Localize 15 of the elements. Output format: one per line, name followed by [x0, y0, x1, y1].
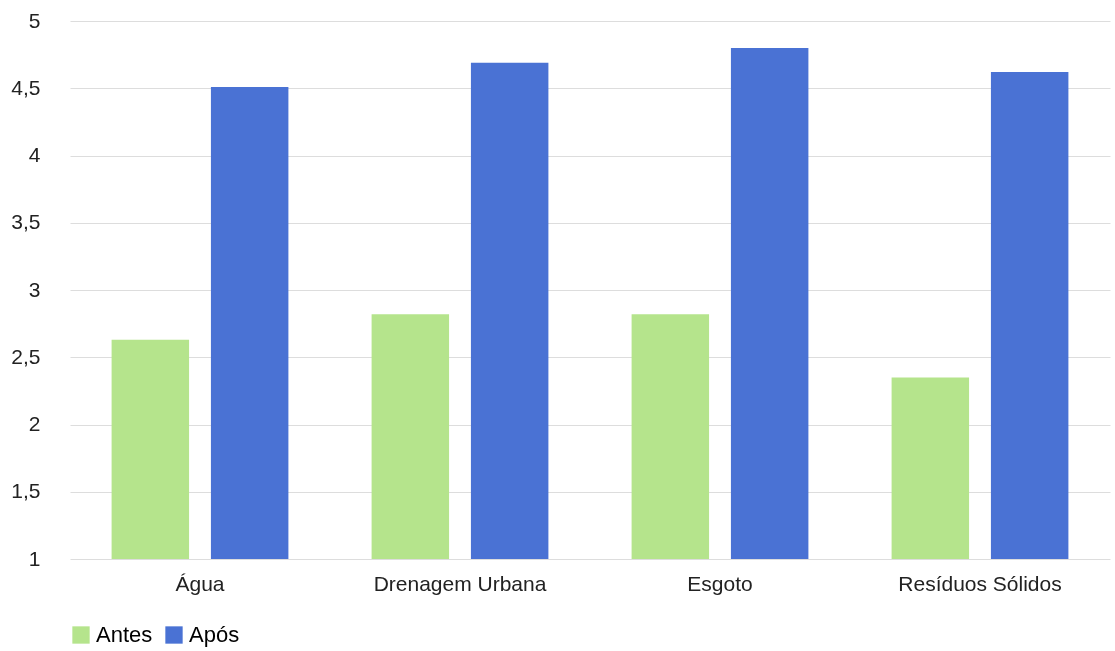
y-tick-label: 3,5 — [11, 210, 41, 234]
y-tick-label: 3 — [28, 277, 41, 301]
y-tick-label: 2,5 — [11, 344, 41, 368]
y-tick-label: 2 — [28, 412, 41, 435]
x-tick-label: Resíduos Sólidos — [898, 571, 1062, 595]
legend-label: Antes — [96, 622, 153, 647]
x-tick-label: Drenagem Urbana — [373, 571, 547, 595]
x-tick-label: Esgoto — [687, 571, 753, 595]
y-tick-label: 4 — [28, 143, 41, 166]
y-tick-label: 1,5 — [11, 479, 41, 503]
y-tick-label: 1 — [28, 546, 41, 570]
y-tick-label: 4,5 — [11, 75, 41, 99]
legend-label: Após — [189, 622, 240, 647]
y-tick-label: 5 — [28, 8, 41, 32]
x-tick-label: Água — [175, 571, 225, 595]
